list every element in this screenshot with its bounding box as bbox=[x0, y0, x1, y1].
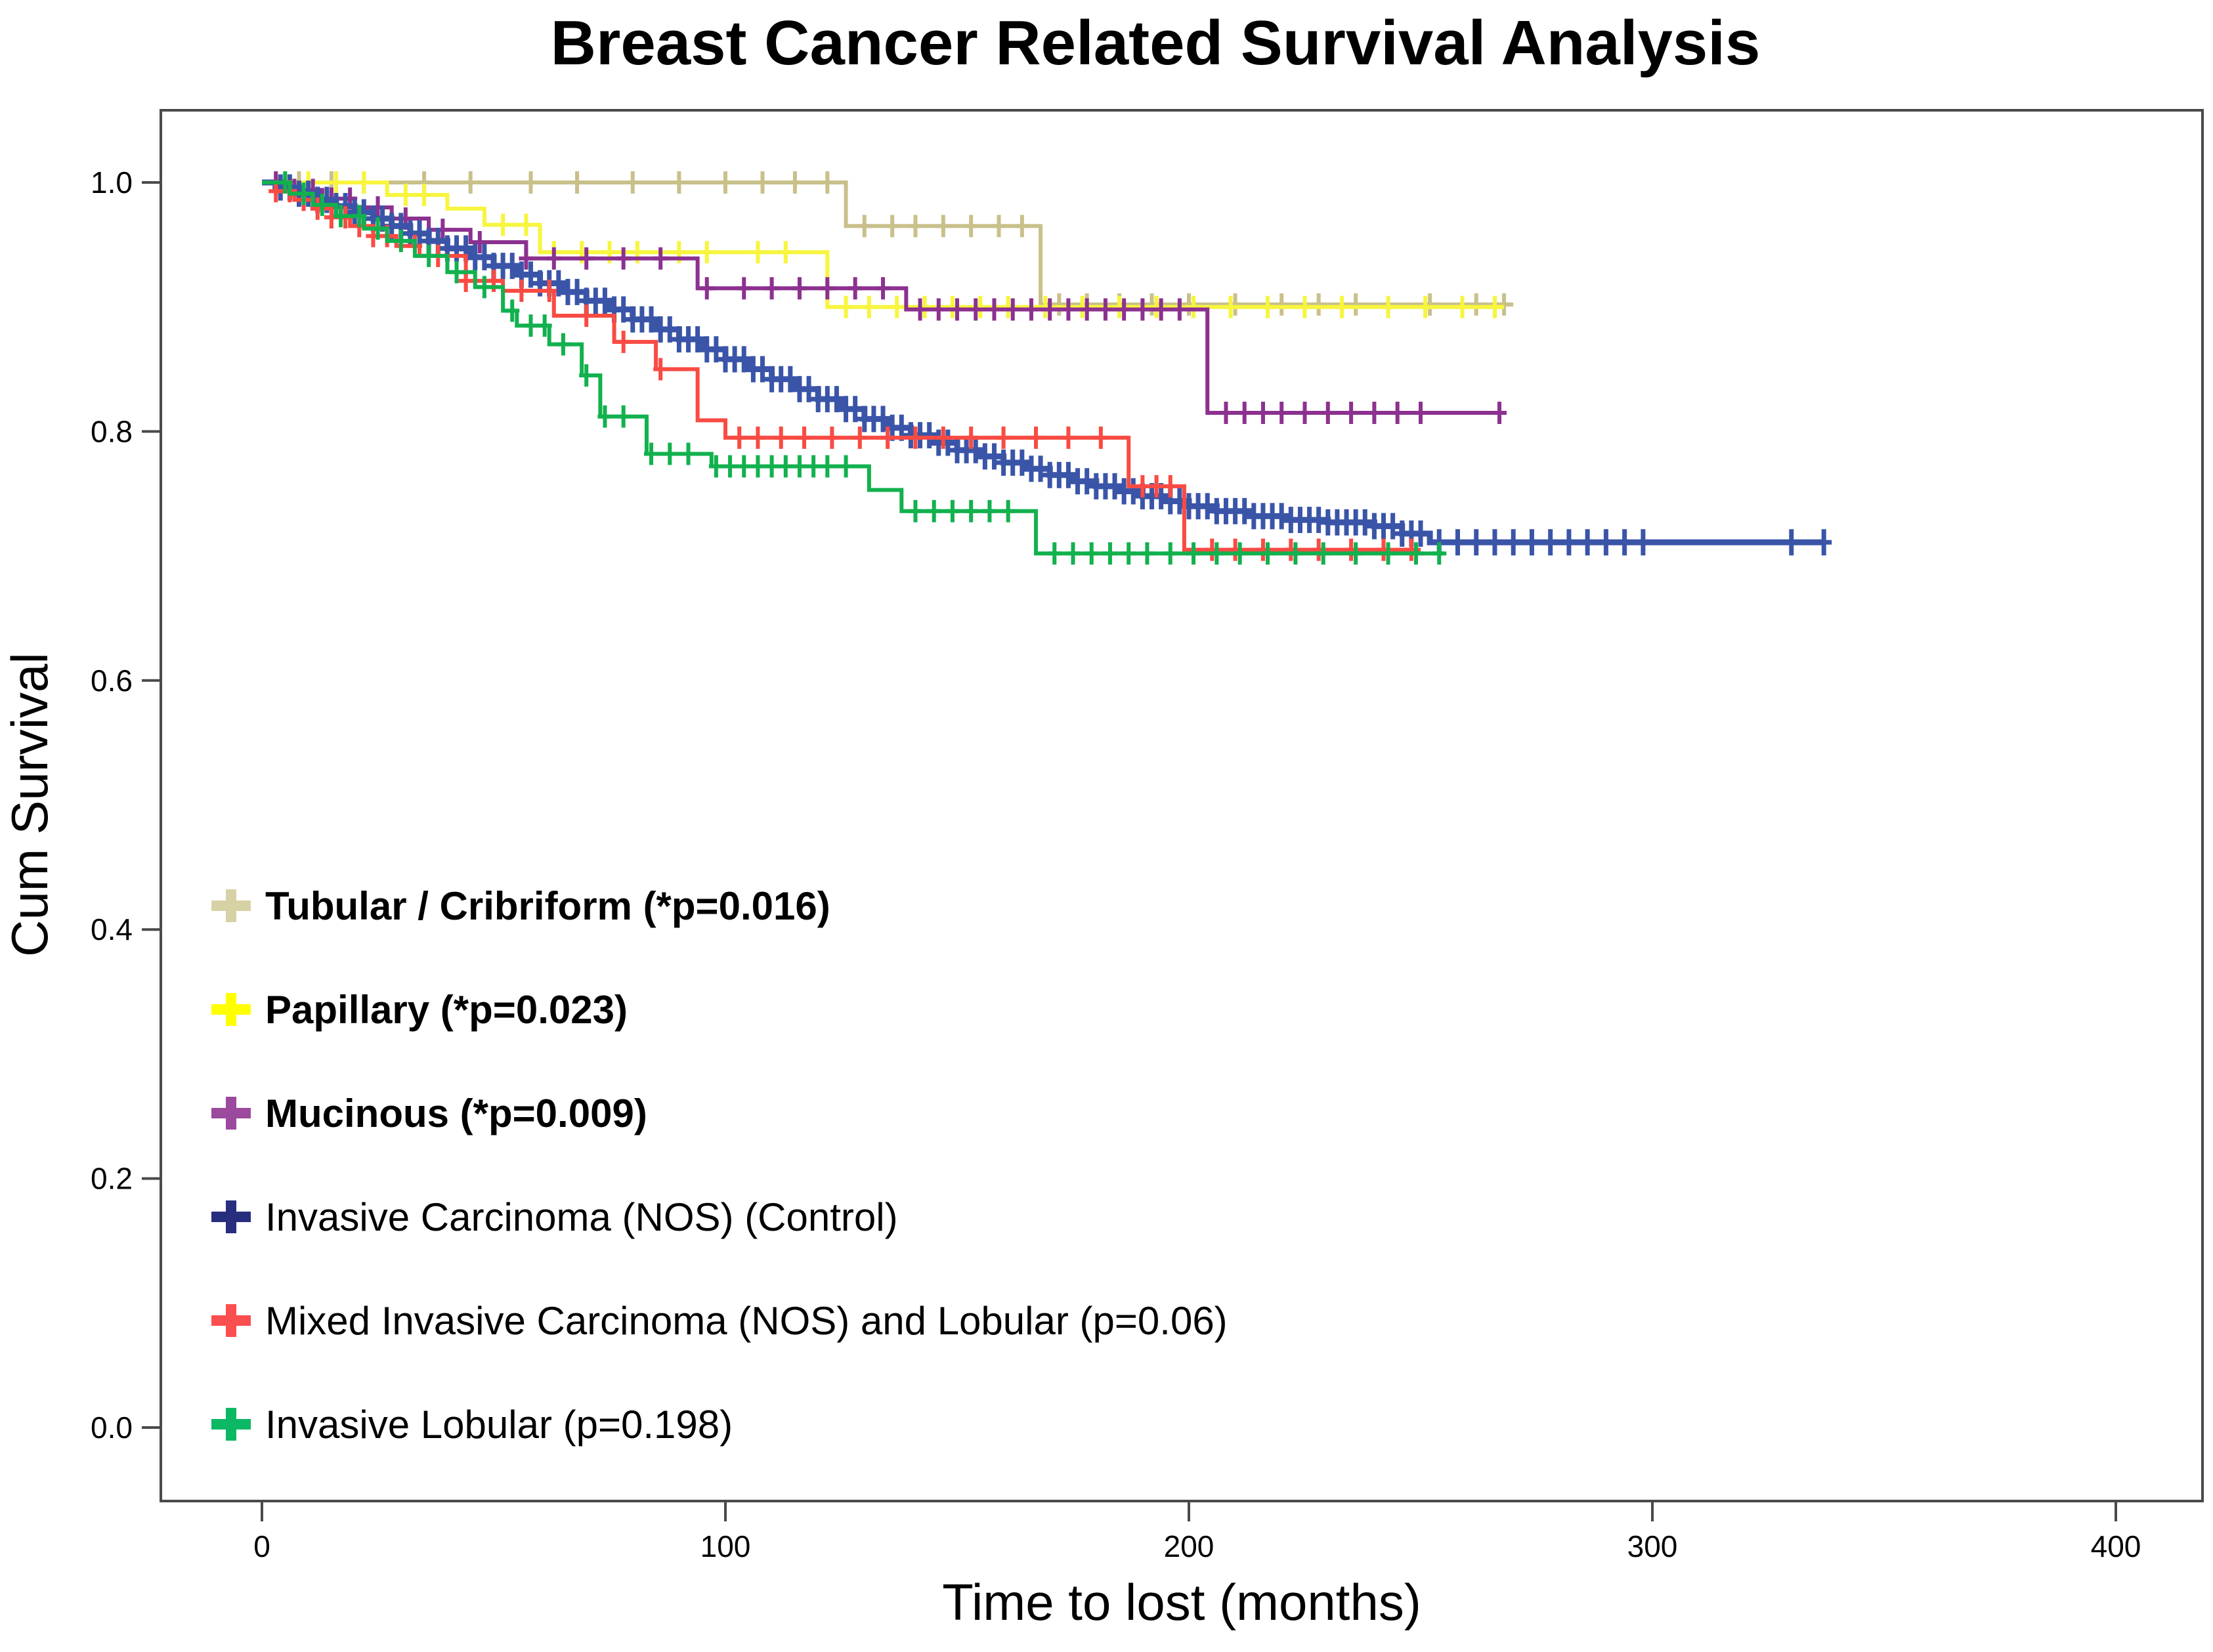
y-axis-title: Cum Survival bbox=[1, 652, 58, 957]
x-axis-title: Time to lost (months) bbox=[942, 1573, 1421, 1631]
series-invasive_lobular bbox=[262, 171, 1447, 565]
legend-item-invasive-lobular: Invasive Lobular (p=0.198) bbox=[211, 1403, 733, 1447]
censor-marks bbox=[278, 171, 1447, 565]
survival-curve bbox=[262, 180, 1505, 309]
legend-label: Mixed Invasive Carcinoma (NOS) and Lobul… bbox=[265, 1299, 1228, 1343]
y-tick-label: 0.0 bbox=[91, 1410, 133, 1445]
y-tick-label: 0.8 bbox=[91, 414, 133, 448]
legend-item-papillary: Papillary (*p=0.023) bbox=[211, 988, 628, 1032]
x-tick-label: 200 bbox=[1164, 1529, 1214, 1563]
legend-label: Invasive Carcinoma (NOS) (Control) bbox=[265, 1195, 898, 1239]
y-tick-label: 0.2 bbox=[91, 1162, 133, 1196]
plus-marker-icon bbox=[211, 889, 251, 922]
legend-label: Mucinous (*p=0.009) bbox=[265, 1091, 647, 1135]
legend-item-mixed-invasive-nos-lobular: Mixed Invasive Carcinoma (NOS) and Lobul… bbox=[211, 1299, 1228, 1343]
x-tick-label: 0 bbox=[253, 1529, 270, 1563]
y-tick-label: 1.0 bbox=[91, 165, 133, 200]
x-tick-label: 300 bbox=[1627, 1529, 1678, 1563]
plus-marker-icon bbox=[211, 993, 251, 1026]
x-tick-label: 400 bbox=[2091, 1529, 2141, 1563]
plus-marker-icon bbox=[211, 1200, 251, 1233]
plot-area-border bbox=[160, 109, 2204, 1502]
plus-marker-icon bbox=[211, 1097, 251, 1130]
y-tick-label: 0.4 bbox=[91, 912, 133, 946]
survival-curves bbox=[262, 171, 1832, 565]
series-invasive_carcinoma_nos_control bbox=[262, 174, 1832, 556]
x-tick-label: 100 bbox=[700, 1529, 751, 1563]
y-tick-label: 0.6 bbox=[91, 664, 133, 698]
plus-marker-icon bbox=[211, 1304, 251, 1337]
axes: 1.0 0.8 0.6 0.4 0.2 0.0 0 100 200 300 400 bbox=[91, 165, 2141, 1563]
legend-label: Invasive Lobular (p=0.198) bbox=[265, 1403, 733, 1447]
legend-label: Papillary (*p=0.023) bbox=[265, 988, 628, 1032]
legend: Tubular / Cribriform (*p=0.016) Papillar… bbox=[211, 884, 1228, 1447]
legend-item-invasive-carcinoma-nos-control: Invasive Carcinoma (NOS) (Control) bbox=[211, 1195, 898, 1239]
chart-title: Breast Cancer Related Survival Analysis bbox=[551, 8, 1761, 78]
legend-label: Tubular / Cribriform (*p=0.016) bbox=[265, 884, 830, 928]
legend-item-tubular-cribriform: Tubular / Cribriform (*p=0.016) bbox=[211, 884, 830, 928]
censor-marks bbox=[272, 174, 1832, 556]
legend-item-mucinous: Mucinous (*p=0.009) bbox=[211, 1091, 647, 1135]
plus-marker-icon bbox=[211, 1408, 251, 1441]
